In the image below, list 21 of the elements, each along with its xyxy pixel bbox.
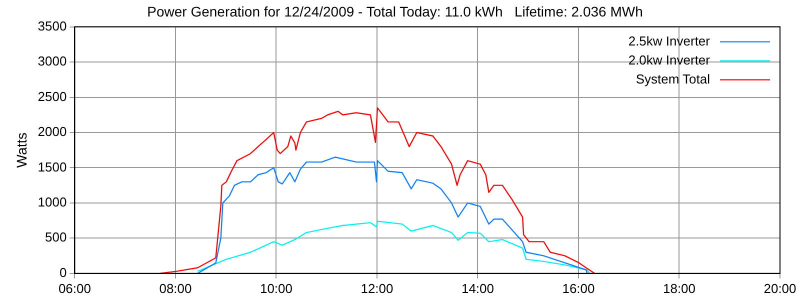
y-tick-label: 3500 xyxy=(38,18,67,34)
legend-label: System Total xyxy=(636,71,710,86)
y-tick-label: 0 xyxy=(59,264,67,280)
x-tick-label: 16:00 xyxy=(562,280,595,296)
y-tick-label: 2000 xyxy=(38,124,67,140)
chart-title: Power Generation for 12/24/2009 - Total Today: 11.0 kWh Lifetime: 2.036 MWh xyxy=(147,3,643,20)
y-tick-label: 2500 xyxy=(38,88,67,104)
x-tick-label: 08:00 xyxy=(159,280,192,296)
y-tick-label: 3000 xyxy=(38,54,67,69)
legend-label: 2.0kw Inverter xyxy=(628,52,711,68)
x-tick-label: 12:00 xyxy=(360,280,394,296)
legend-label: 2.5kw Inverter xyxy=(628,33,711,48)
y-tick-label: 500 xyxy=(45,230,67,245)
x-tick-label: 10:00 xyxy=(260,280,292,296)
y-tick-label: 1500 xyxy=(38,159,67,174)
x-tick-label: 20:00 xyxy=(764,280,796,296)
y-axis-title: Watts xyxy=(13,132,30,168)
y-tick-label: 1000 xyxy=(38,194,67,210)
x-tick-label: 14:00 xyxy=(461,280,494,296)
x-tick-label: 18:00 xyxy=(662,280,696,296)
x-tick-label: 06:00 xyxy=(58,280,91,296)
